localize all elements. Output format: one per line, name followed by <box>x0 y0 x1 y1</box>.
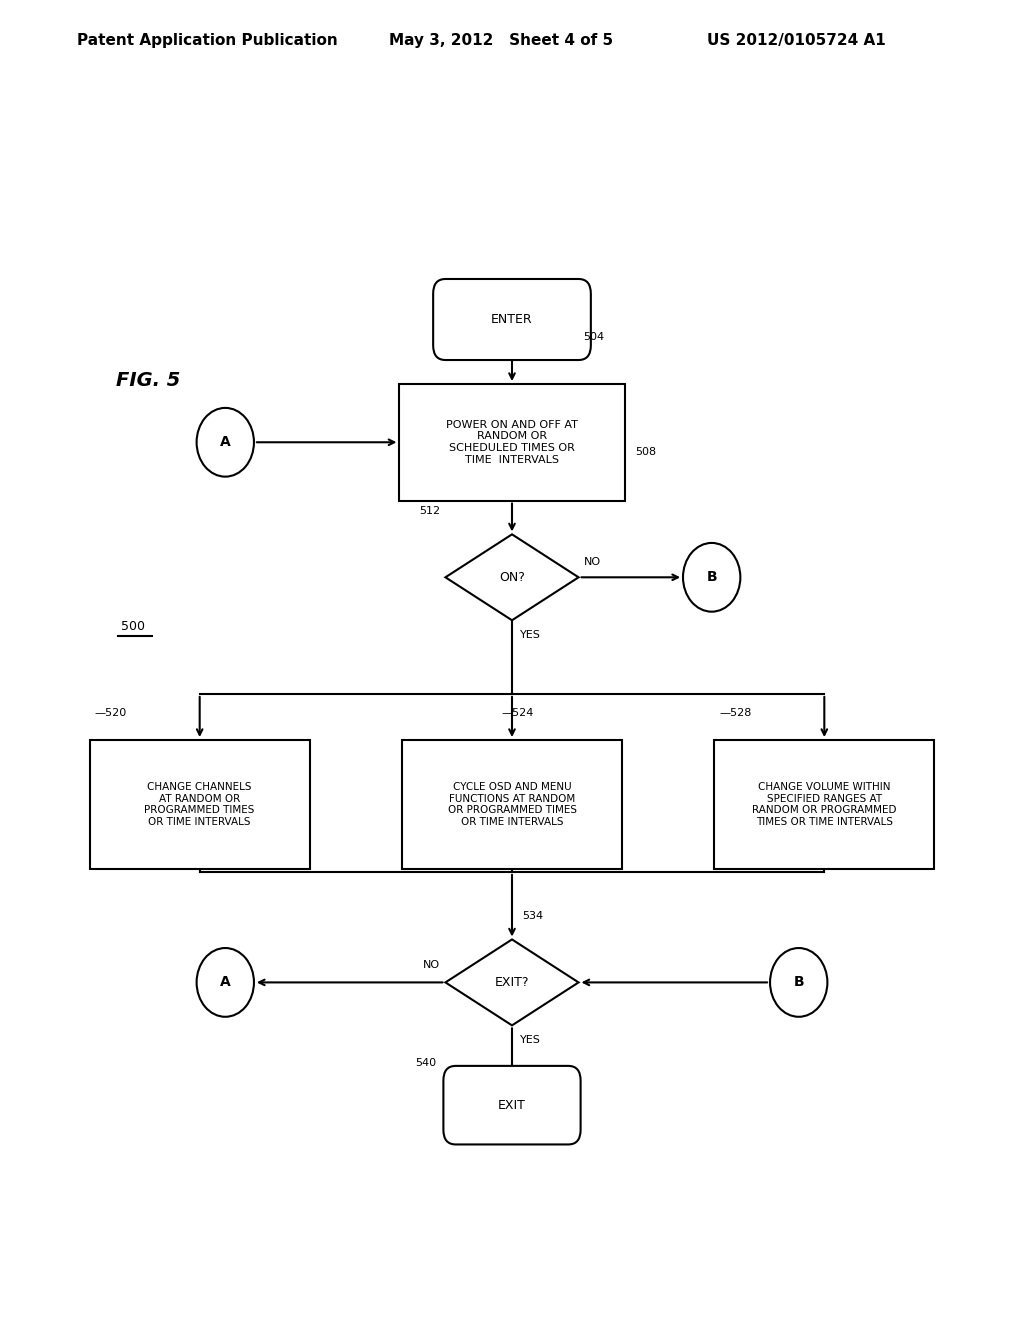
Circle shape <box>197 408 254 477</box>
Text: NO: NO <box>423 960 440 970</box>
Text: CYCLE OSD AND MENU
FUNCTIONS AT RANDOM
OR PROGRAMMED TIMES
OR TIME INTERVALS: CYCLE OSD AND MENU FUNCTIONS AT RANDOM O… <box>447 781 577 826</box>
Text: 508: 508 <box>635 447 656 457</box>
Circle shape <box>770 948 827 1016</box>
Text: Patent Application Publication: Patent Application Publication <box>77 33 338 48</box>
Text: May 3, 2012   Sheet 4 of 5: May 3, 2012 Sheet 4 of 5 <box>389 33 613 48</box>
Text: EXIT: EXIT <box>498 1098 526 1111</box>
Text: ON?: ON? <box>499 570 525 583</box>
Text: 512: 512 <box>419 506 440 516</box>
Text: —524: —524 <box>502 708 535 718</box>
Text: 500: 500 <box>121 620 145 632</box>
Text: B: B <box>794 975 804 990</box>
Text: YES: YES <box>520 1035 541 1045</box>
Bar <box>401 741 623 869</box>
Text: YES: YES <box>520 630 541 640</box>
Text: US 2012/0105724 A1: US 2012/0105724 A1 <box>707 33 886 48</box>
Text: 540: 540 <box>415 1059 436 1068</box>
Text: CHANGE VOLUME WITHIN
SPECIFIED RANGES AT
RANDOM OR PROGRAMMED
TIMES OR TIME INTE: CHANGE VOLUME WITHIN SPECIFIED RANGES AT… <box>752 781 897 826</box>
FancyBboxPatch shape <box>443 1065 581 1144</box>
Text: POWER ON AND OFF AT
RANDOM OR
SCHEDULED TIMES OR
TIME  INTERVALS: POWER ON AND OFF AT RANDOM OR SCHEDULED … <box>446 420 578 465</box>
Text: B: B <box>707 570 717 585</box>
Polygon shape <box>445 535 579 620</box>
Text: CHANGE CHANNELS
AT RANDOM OR
PROGRAMMED TIMES
OR TIME INTERVALS: CHANGE CHANNELS AT RANDOM OR PROGRAMMED … <box>144 781 255 826</box>
Text: NO: NO <box>584 557 601 568</box>
Polygon shape <box>445 940 579 1026</box>
Text: 534: 534 <box>522 911 544 921</box>
Circle shape <box>683 543 740 611</box>
Bar <box>399 384 625 500</box>
Text: FIG. 5: FIG. 5 <box>117 371 180 391</box>
Circle shape <box>197 948 254 1016</box>
FancyBboxPatch shape <box>433 279 591 360</box>
Text: —520: —520 <box>95 708 127 718</box>
Text: A: A <box>220 436 230 449</box>
Bar <box>90 741 309 869</box>
Text: ENTER: ENTER <box>492 313 532 326</box>
Bar <box>715 741 934 869</box>
Text: 504: 504 <box>584 331 605 342</box>
Text: A: A <box>220 975 230 990</box>
Text: —528: —528 <box>719 708 752 718</box>
Text: EXIT?: EXIT? <box>495 975 529 989</box>
